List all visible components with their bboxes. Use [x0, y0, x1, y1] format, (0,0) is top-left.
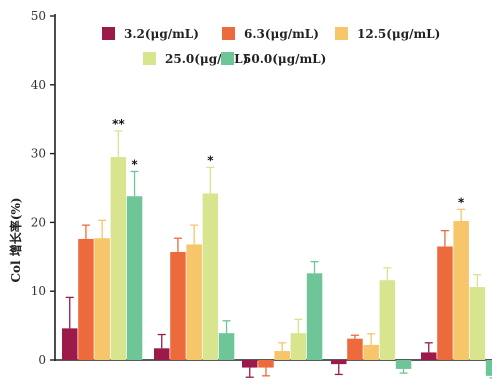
legend-swatch	[335, 27, 348, 40]
legend-swatch	[221, 52, 234, 65]
bar	[274, 351, 290, 360]
legend-swatch	[143, 52, 156, 65]
bar	[78, 238, 94, 360]
bar	[379, 280, 396, 360]
bar	[62, 328, 78, 360]
legend-swatch	[102, 27, 115, 40]
bar	[306, 273, 323, 360]
y-tick-label: 20	[31, 215, 46, 229]
legend-label: 3.2(μg/mL)	[124, 27, 199, 41]
bar	[421, 352, 437, 360]
legend-label: 50.0(μg/mL)	[243, 52, 326, 66]
significance-mark: *	[131, 157, 138, 171]
legend-swatch	[222, 27, 235, 40]
bar	[453, 221, 469, 360]
bar	[331, 360, 347, 365]
significance-mark: *	[207, 153, 214, 167]
bar	[218, 333, 235, 360]
bar	[485, 360, 492, 376]
y-tick-label: 0	[38, 353, 46, 367]
bar	[110, 157, 127, 360]
bar	[395, 360, 412, 369]
bar	[126, 196, 143, 360]
bar	[469, 287, 486, 360]
bar	[94, 238, 110, 360]
legend-label: 12.5(μg/mL)	[357, 27, 440, 41]
bar	[290, 333, 307, 360]
legend-label: 6.3(μg/mL)	[244, 27, 319, 41]
bar	[170, 251, 186, 360]
y-tick-label: 10	[31, 284, 46, 298]
y-tick-label: 50	[31, 9, 46, 23]
bar	[363, 344, 379, 360]
bar	[242, 360, 258, 368]
y-tick-label: 40	[31, 78, 46, 92]
bar	[202, 193, 219, 360]
significance-mark: *	[458, 195, 465, 209]
bar	[186, 244, 202, 360]
significance-mark: **	[112, 117, 125, 131]
bar	[258, 360, 274, 368]
legend-label: 25.0(μg/mL)	[165, 52, 248, 66]
bar	[154, 348, 170, 360]
bar	[347, 338, 363, 360]
y-tick-label: 30	[31, 147, 46, 161]
bar	[437, 246, 453, 360]
y-axis-title: Col 增长率(%)	[8, 197, 23, 282]
